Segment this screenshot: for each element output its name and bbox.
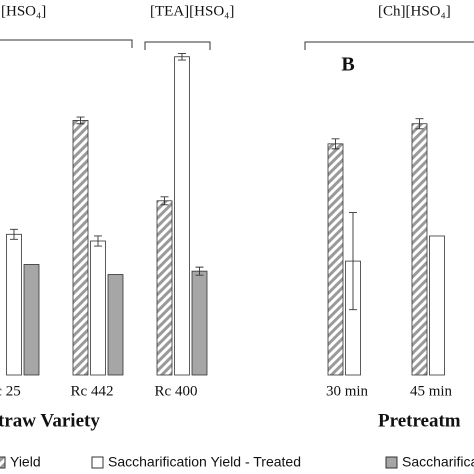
bracket xyxy=(0,39,133,48)
bar xyxy=(191,270,208,376)
legend-swatch xyxy=(91,456,104,469)
x-tick-label: c 25 xyxy=(0,383,21,399)
error-bar xyxy=(10,228,18,240)
group-label: [TEA][HSO₄] xyxy=(150,3,234,19)
x-axis-label: Pretreatm xyxy=(378,410,461,431)
bar xyxy=(72,120,89,376)
x-tick-label: 30 min xyxy=(326,383,369,399)
error-bar xyxy=(76,116,85,125)
bar xyxy=(90,240,106,376)
bar xyxy=(327,143,344,376)
error-bar xyxy=(178,52,186,61)
error-bar xyxy=(160,196,169,206)
bar xyxy=(23,264,40,376)
bar xyxy=(174,56,190,376)
error-bar xyxy=(331,138,340,150)
error-bar xyxy=(94,235,102,247)
bar xyxy=(107,274,124,376)
x-tick-label: Rc 442 xyxy=(71,383,114,399)
bar xyxy=(411,123,428,376)
group-label: ][HSO₄] xyxy=(0,3,46,19)
legend-swatch xyxy=(0,456,6,469)
bar xyxy=(156,200,173,376)
error-bar xyxy=(415,118,424,130)
x-tick-label: Rc 400 xyxy=(155,383,198,399)
x-axis-label: traw Variety xyxy=(0,410,100,431)
legend-swatch xyxy=(385,456,398,469)
bracket xyxy=(144,41,211,50)
error-bar xyxy=(349,212,357,311)
legend-label: Yield xyxy=(10,454,41,470)
error-bar xyxy=(195,266,204,276)
x-tick-label: 45 min xyxy=(410,383,453,399)
bracket xyxy=(304,41,474,50)
legend-label: Saccharification Yield - Treated xyxy=(108,454,301,470)
bar xyxy=(429,235,445,376)
bar xyxy=(6,233,22,376)
group-label: [Ch][HSO₄] xyxy=(378,3,451,19)
legend-label: Saccharification xyxy=(402,454,474,470)
panel-label: B xyxy=(341,54,354,76)
